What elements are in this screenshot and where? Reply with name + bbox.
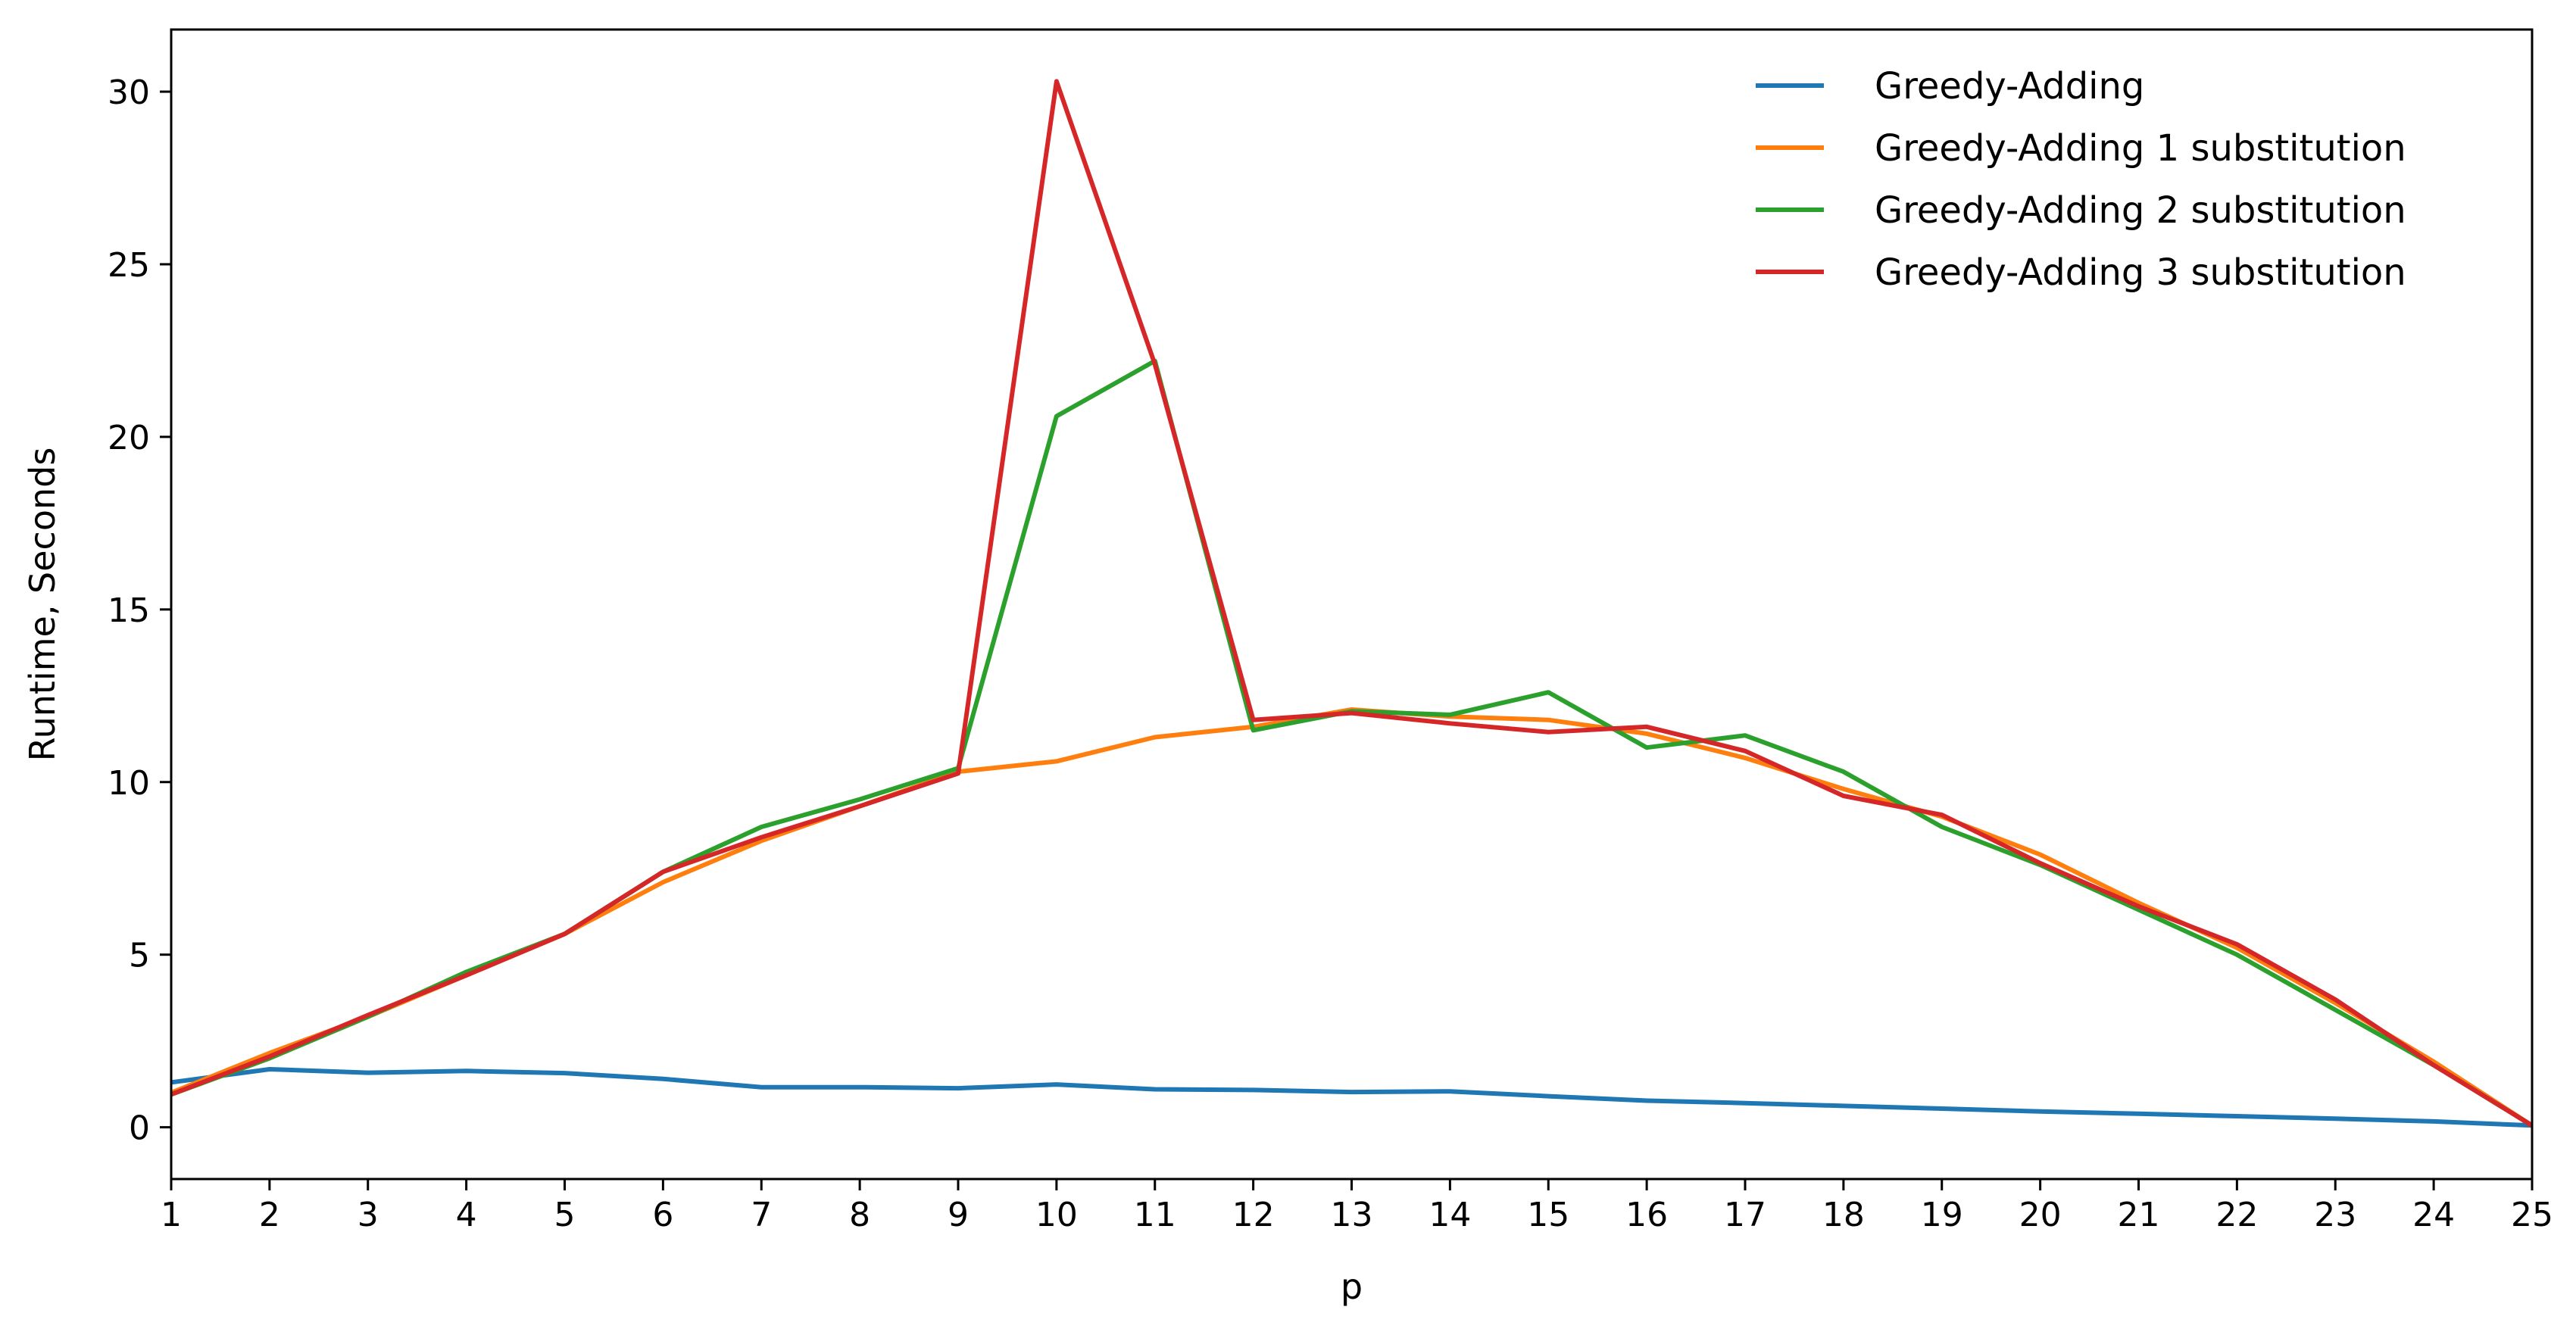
legend-label-2: Greedy-Adding 1 substitution [1875,127,2406,170]
x-tick-label: 5 [554,1196,576,1234]
y-tick-label: 25 [108,246,150,285]
x-tick-label: 13 [1331,1196,1373,1234]
y-tick-label: 30 [108,73,150,112]
x-tick-label: 10 [1035,1196,1078,1234]
y-tick-label: 0 [129,1109,150,1148]
x-tick-label: 12 [1232,1196,1275,1234]
x-tick-label: 7 [751,1196,772,1234]
x-tick-label: 6 [652,1196,673,1234]
y-tick-label: 10 [108,764,150,803]
series-line-4 [171,79,2532,1128]
legend-label-1: Greedy-Adding [1875,65,2144,108]
y-axis-label: Runtime, Seconds [22,448,63,762]
x-tick-label: 21 [2118,1196,2160,1234]
x-tick-label: 25 [2511,1196,2553,1234]
x-tick-label: 1 [161,1196,182,1234]
x-tick-label: 22 [2215,1196,2258,1234]
x-tick-label: 11 [1134,1196,1176,1234]
x-tick-label: 23 [2314,1196,2356,1234]
x-tick-label: 4 [456,1196,477,1234]
x-tick-label: 19 [1921,1196,1963,1234]
x-tick-label: 14 [1429,1196,1471,1234]
x-tick-label: 17 [1724,1196,1766,1234]
x-tick-label: 18 [1822,1196,1865,1234]
x-tick-label: 3 [358,1196,379,1234]
legend-label-4: Greedy-Adding 3 substitution [1875,251,2406,294]
legend: Greedy-Adding Greedy-Adding 1 substitutio… [1756,65,2406,294]
x-axis-label: p [1341,1266,1363,1307]
series-line-2 [171,707,2532,1128]
axes-layer: 1 2 3 4 5 6 7 8 9 10 11 12 13 14 15 16 17 18 19 20 21 22 23 24 2… [108,28,2553,1234]
y-tick-label: 5 [129,937,150,975]
y-tick-label: 15 [108,591,150,630]
x-tick-label: 8 [849,1196,870,1234]
x-tick-label: 20 [2019,1196,2062,1234]
y-tick-label: 20 [108,419,150,457]
legend-label-3: Greedy-Adding 2 substitution [1875,189,2406,232]
series-layer [171,79,2532,1128]
series-line-3 [171,358,2532,1128]
x-tick-label: 2 [259,1196,280,1234]
x-tick-label: 16 [1625,1196,1668,1234]
series-line-1 [171,1067,2532,1128]
x-tick-label: 24 [2412,1196,2455,1234]
x-tick-label: 15 [1527,1196,1569,1234]
x-tick-label: 9 [948,1196,969,1234]
